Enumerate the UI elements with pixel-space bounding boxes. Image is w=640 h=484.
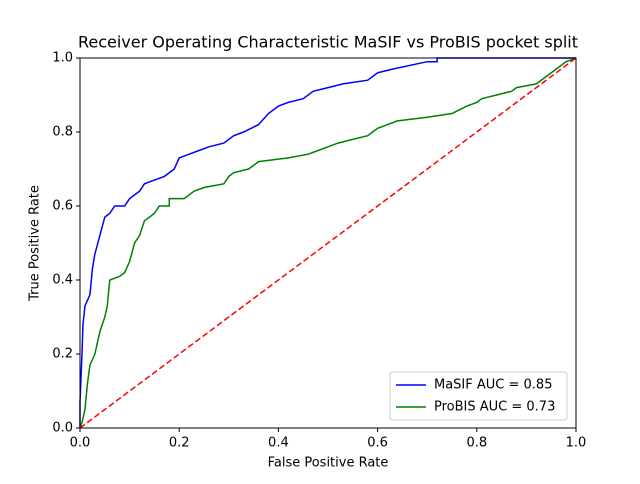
legend-label: MaSIF AUC = 0.85 [434,378,552,393]
y-tick-label: 0.4 [52,273,73,288]
x-axis-label: False Positive Rate [268,456,389,471]
x-tick-label: 0.6 [367,436,388,451]
chart-title: Receiver Operating Characteristic MaSIF … [78,33,578,52]
y-tick-label: 0.2 [52,347,73,362]
roc-line [79,57,576,428]
x-tick-label: 0.4 [268,436,289,451]
roc-line [79,57,577,429]
legend-box [389,371,568,421]
y-axis-label: True Positive Rate [28,185,43,302]
y-tick-label: 0.6 [52,199,73,214]
roc-line [79,57,577,429]
plot-frame [79,57,577,429]
x-tick-label: 1.0 [566,436,587,451]
legend-label: ProBIS AUC = 0.73 [434,400,555,415]
x-tick-label: 0.0 [70,436,91,451]
y-tick-label: 0.8 [52,125,73,140]
x-tick-label: 0.2 [169,436,190,451]
x-tick-label: 0.8 [466,436,487,451]
y-tick-label: 0.0 [52,421,73,436]
y-tick-label: 1.0 [52,51,73,66]
